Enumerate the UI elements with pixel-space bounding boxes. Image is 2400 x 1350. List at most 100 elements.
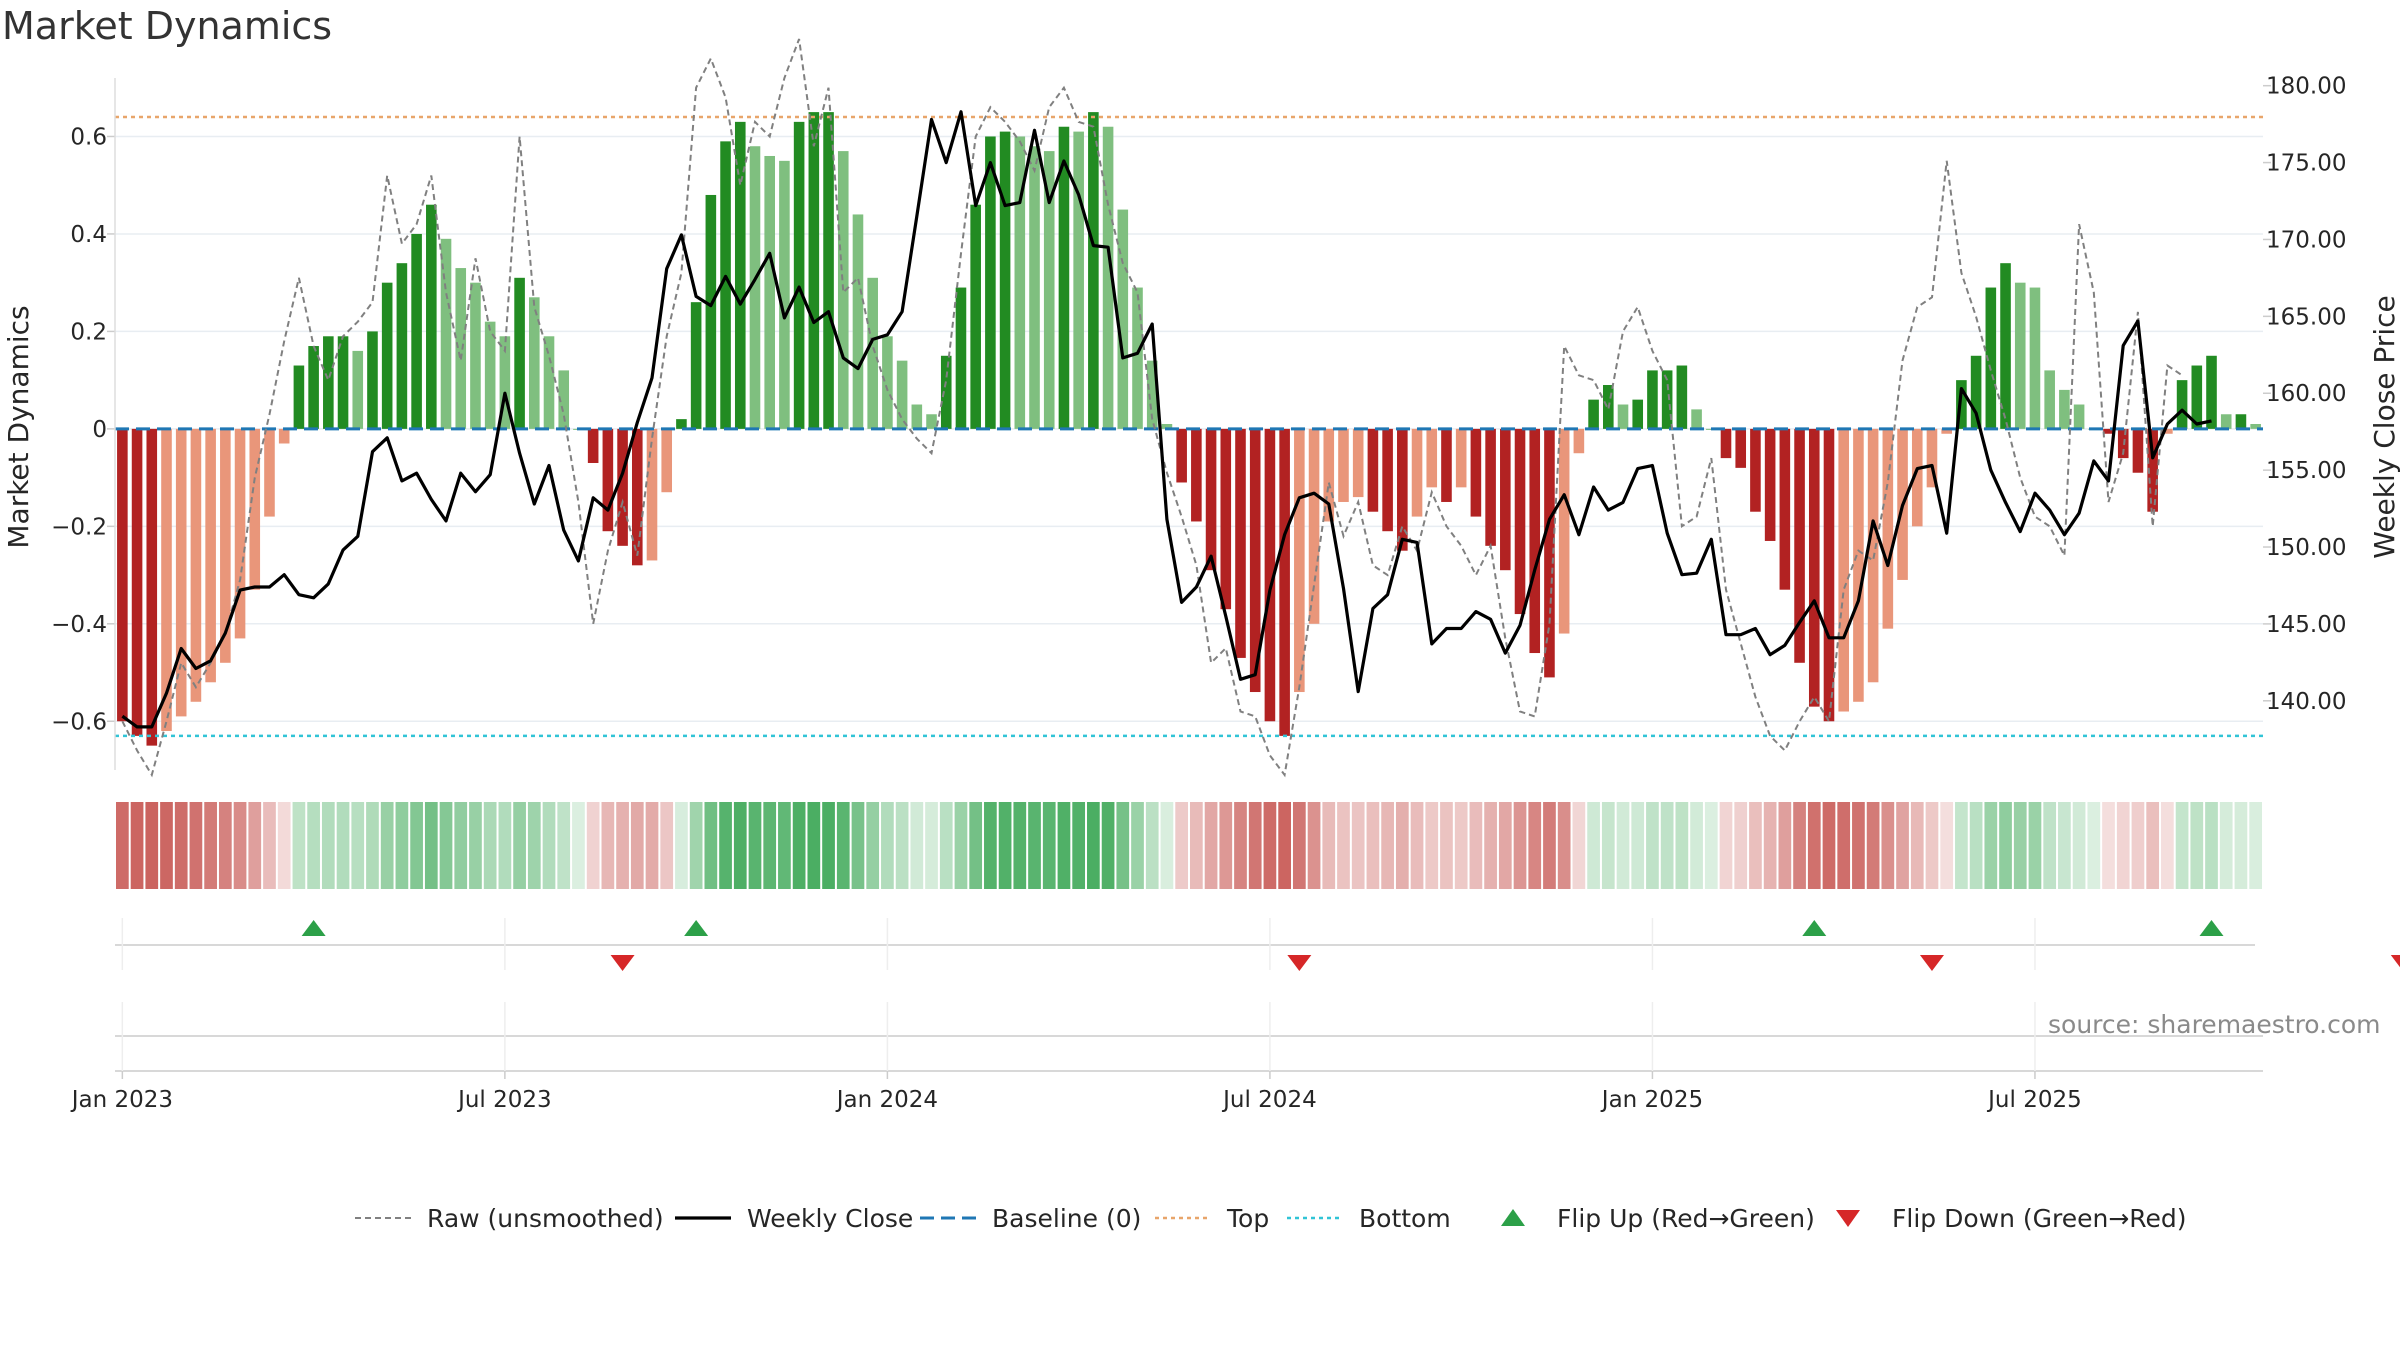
dynamics-bar <box>1426 428 1438 488</box>
dynamics-bar <box>1073 131 1084 429</box>
dynamics-bar <box>1956 380 1967 429</box>
dynamics-bar <box>823 112 834 429</box>
regime-cell <box>1292 802 1306 889</box>
legend-swatch-flip-up <box>1501 1209 1525 1226</box>
regime-cell <box>1454 802 1468 889</box>
dynamics-bar <box>2103 428 2114 434</box>
regime-cell <box>395 802 409 889</box>
x-tick-label: Jan 2025 <box>1600 1087 1703 1113</box>
dynamics-bar <box>1294 428 1305 693</box>
y-axis-label: Market Dynamics <box>2 305 35 548</box>
legend-label: Bottom <box>1359 1204 1451 1233</box>
regime-cell <box>939 802 953 889</box>
dynamics-bar <box>1838 428 1849 712</box>
regime-cell <box>1822 802 1836 889</box>
regime-cell <box>1087 802 1100 889</box>
flip-down-marker <box>2390 955 2400 968</box>
dynamics-bar <box>587 428 599 463</box>
regime-cell <box>1145 802 1159 889</box>
regime-cell <box>410 802 423 889</box>
dynamics-bar <box>1235 428 1246 658</box>
regime-cell <box>1984 802 1998 889</box>
dynamics-bar <box>1632 399 1644 429</box>
regime-cell <box>513 802 526 889</box>
legend-label: Raw (unsmoothed) <box>427 1204 664 1233</box>
regime-cell <box>895 802 909 889</box>
dynamics-bar <box>617 428 628 546</box>
dynamics-bar <box>676 419 687 429</box>
regime-cell <box>424 802 438 889</box>
x-axis: Jan 2023 Jul 2023 Jan 2024 Jul 2024 Jan 2025… <box>70 1071 2082 1113</box>
dynamics-bar <box>381 282 393 429</box>
regime-cell <box>1616 802 1630 889</box>
dynamics-bar <box>779 160 790 429</box>
flip-up-marker <box>684 920 709 936</box>
regime-cell <box>160 802 173 889</box>
flip-markers-panel <box>115 918 2400 971</box>
regime-cell <box>1572 802 1586 889</box>
dynamics-bar <box>529 297 540 429</box>
dynamics-bar <box>1941 428 1952 434</box>
regime-cell <box>336 802 350 889</box>
regime-cell <box>1410 802 1424 889</box>
dynamics-bar <box>646 428 658 561</box>
dynamics-bar <box>1661 370 1673 429</box>
dynamics-bar <box>999 131 1011 429</box>
y-tick-label: 0.2 <box>70 319 107 345</box>
regime-cell <box>557 802 571 889</box>
regime-cell <box>1587 802 1600 889</box>
regime-cell <box>1749 802 1762 889</box>
dynamics-bar <box>1367 428 1379 512</box>
regime-cell <box>925 802 938 889</box>
dynamics-bar <box>2191 365 2203 429</box>
y2-tick-label: 140.00 <box>2266 689 2346 715</box>
dynamics-bar <box>131 428 143 736</box>
regime-cell <box>263 802 276 889</box>
regime-cell <box>351 802 365 889</box>
regime-cell <box>1837 802 1851 889</box>
y2-axis-label: Weekly Close Price <box>2368 295 2400 558</box>
regime-cell <box>1131 802 1144 889</box>
regime-cell <box>1381 802 1394 889</box>
regime-cell <box>748 802 762 889</box>
regime-cell <box>218 802 232 889</box>
regime-cell <box>910 802 924 889</box>
dynamics-bar <box>661 428 673 493</box>
y2-tick-label: 155.00 <box>2266 458 2346 484</box>
dynamics-bar <box>882 336 893 429</box>
regime-cell <box>1528 802 1542 889</box>
y2-tick-label: 165.00 <box>2266 304 2346 330</box>
dynamics-bar <box>2206 355 2217 429</box>
regime-cell <box>1646 802 1659 889</box>
regime-cell <box>1969 802 1983 889</box>
dynamics-bar <box>1558 428 1570 634</box>
y2-tick-label: 180.00 <box>2266 74 2346 100</box>
y-tick-label: −0.2 <box>51 514 107 540</box>
raw-line <box>121 38 2183 778</box>
dynamics-bar <box>411 233 422 429</box>
regime-cell <box>1160 802 1174 889</box>
dynamics-bar <box>2235 414 2247 429</box>
dynamics-bar <box>440 238 452 429</box>
dynamics-bar <box>1146 360 1158 429</box>
regime-cell <box>1852 802 1865 889</box>
regime-cell <box>2116 802 2130 889</box>
x-tick-label: Jul 2023 <box>456 1087 552 1113</box>
regime-cell <box>2058 802 2071 889</box>
dynamics-bar <box>1029 146 1040 429</box>
regime-cell <box>851 802 865 889</box>
regime-cell <box>2043 802 2057 889</box>
dynamics-bar <box>1220 428 1232 610</box>
regime-cell <box>2072 802 2086 889</box>
regime-cell <box>1498 802 1512 889</box>
regime-cell <box>1778 802 1792 889</box>
regime-cell <box>1557 802 1571 889</box>
regime-cell <box>2234 802 2248 889</box>
regime-cell <box>2013 802 2027 889</box>
regime-cell <box>439 802 453 889</box>
dynamics-bar <box>367 331 378 429</box>
regime-cell <box>1101 802 1115 889</box>
regime-cell <box>1925 802 1939 889</box>
regime-cell <box>1484 802 1497 889</box>
empty-panel <box>115 1002 2263 1072</box>
